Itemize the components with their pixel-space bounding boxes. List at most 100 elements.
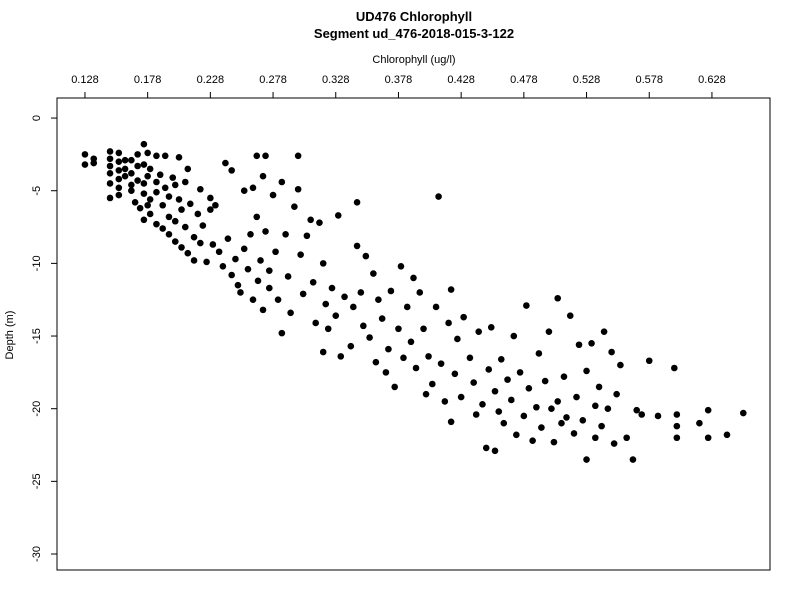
point: [224, 235, 232, 242]
x-tick-label: 0.278: [259, 74, 287, 86]
point: [153, 220, 160, 228]
y-tick-label: -20: [31, 401, 43, 417]
point: [190, 233, 198, 241]
point: [400, 354, 407, 362]
y-tick-label: 0: [31, 115, 43, 121]
point: [294, 152, 302, 160]
point: [397, 262, 405, 270]
point: [570, 430, 578, 437]
point: [472, 411, 480, 418]
point: [673, 434, 681, 442]
point: [190, 257, 198, 264]
chart-subtitle: Segment ud_476-2018-015-3-122: [314, 26, 514, 41]
point: [447, 418, 455, 426]
point: [385, 345, 392, 353]
point: [184, 165, 192, 173]
point: [140, 190, 148, 197]
point: [372, 358, 380, 366]
point: [454, 335, 461, 343]
point: [228, 167, 235, 174]
point: [134, 151, 141, 158]
point: [554, 294, 562, 302]
point: [487, 324, 495, 331]
point: [482, 444, 490, 452]
point: [337, 353, 345, 360]
point: [272, 248, 279, 256]
point: [184, 249, 192, 257]
point: [422, 390, 430, 398]
point: [497, 355, 505, 363]
point: [181, 223, 189, 231]
point: [723, 431, 731, 439]
point: [278, 329, 286, 337]
point: [219, 262, 227, 270]
point: [332, 312, 340, 319]
point: [638, 411, 646, 418]
point: [412, 364, 420, 372]
point: [131, 199, 139, 206]
point: [525, 385, 533, 392]
point: [161, 152, 169, 160]
point: [378, 315, 386, 322]
point: [704, 434, 712, 442]
point: [232, 255, 239, 263]
point: [554, 398, 562, 405]
point: [153, 188, 160, 196]
point: [357, 289, 365, 296]
point: [165, 213, 173, 221]
point: [178, 206, 185, 213]
point: [671, 364, 678, 372]
chart-title: UD476 Chlorophyll: [356, 9, 472, 24]
point: [228, 271, 235, 279]
point: [136, 204, 144, 212]
point: [447, 286, 455, 293]
point: [629, 456, 637, 463]
point: [278, 178, 286, 186]
point: [115, 167, 123, 174]
point: [595, 383, 603, 391]
point: [617, 361, 624, 369]
point: [328, 284, 336, 292]
point: [106, 180, 114, 187]
point: [259, 306, 267, 314]
point: [457, 393, 465, 401]
point: [240, 245, 248, 253]
point: [538, 424, 545, 431]
point: [633, 406, 641, 414]
point: [410, 274, 417, 282]
point: [153, 178, 160, 186]
point: [312, 319, 319, 327]
point: [560, 373, 568, 381]
point: [563, 414, 570, 421]
point: [475, 328, 483, 335]
point: [207, 194, 214, 202]
point: [500, 419, 508, 427]
point: [291, 203, 298, 210]
point: [623, 434, 630, 442]
point: [600, 328, 608, 335]
point: [146, 196, 154, 203]
point: [353, 199, 361, 206]
point: [284, 273, 292, 280]
point: [307, 216, 314, 224]
y-tick-label: -15: [31, 328, 43, 344]
y-tick-label: -10: [31, 255, 43, 271]
point: [739, 409, 747, 417]
point: [435, 193, 442, 200]
point: [350, 303, 357, 311]
point: [445, 319, 452, 327]
point: [299, 290, 307, 298]
point: [222, 159, 229, 167]
point: [387, 287, 395, 295]
point: [347, 342, 355, 350]
point: [610, 440, 618, 447]
point: [508, 396, 515, 404]
x-tick-label: 0.628: [698, 74, 726, 86]
point: [274, 296, 282, 304]
point: [319, 348, 327, 356]
point: [366, 334, 373, 341]
point: [573, 393, 580, 401]
point: [604, 405, 612, 412]
point: [548, 405, 555, 412]
